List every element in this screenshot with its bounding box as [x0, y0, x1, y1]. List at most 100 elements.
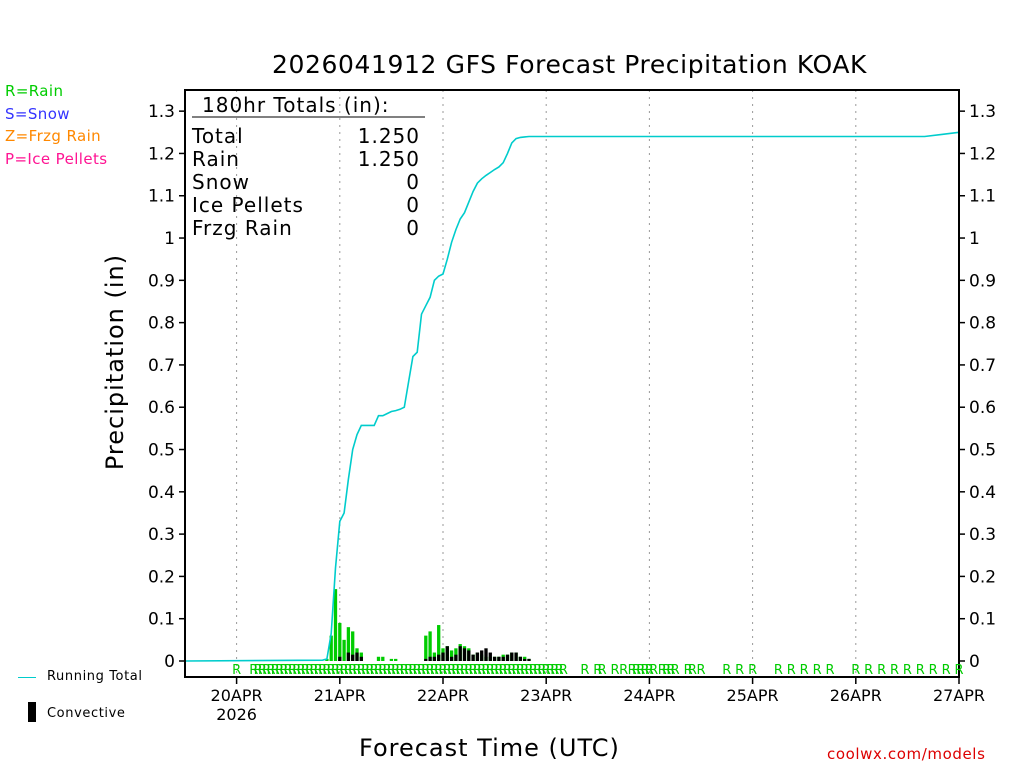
ptype-marker: R	[275, 663, 284, 678]
ptype-marker: R	[232, 663, 241, 678]
convective-bar	[492, 656, 497, 661]
ptype-marker: R	[430, 663, 439, 678]
ptype-marker: R	[417, 663, 426, 678]
convective-bar	[480, 650, 484, 661]
totals-value: 0	[406, 216, 420, 240]
legend-snow: S=Snow	[5, 104, 70, 123]
ptype-marker: R	[404, 663, 413, 678]
ptype-marker: R	[469, 663, 478, 678]
y-tick-label-left: 0.6	[148, 398, 175, 418]
ptype-marker: R	[344, 663, 353, 678]
ptype-marker: R	[262, 663, 271, 678]
convective-bar	[351, 654, 355, 661]
ptype-marker: R	[486, 663, 495, 678]
y-tick-label-left: 0.8	[148, 314, 175, 334]
totals-label: Frzg Rain	[192, 216, 293, 240]
y-tick-label-left: 1.2	[148, 144, 175, 164]
convective-bar	[527, 658, 531, 661]
totals-table: Total 1.250 Rain 1.250 Snow 0 Ice Pellet…	[192, 124, 420, 240]
convective-bar	[475, 652, 480, 661]
convective-bar	[484, 648, 488, 661]
running-total-line-group	[184, 131, 960, 662]
ptype-marker: R	[451, 663, 460, 678]
ptype-marker: R	[395, 663, 404, 678]
precip-bar	[338, 622, 342, 661]
precip-bar	[346, 627, 351, 661]
totals-row-frzg-rain: Frzg Rain 0	[192, 216, 420, 240]
convective-bar	[424, 658, 428, 661]
convective-bar	[428, 656, 432, 661]
precip-bar	[424, 635, 428, 661]
ptype-marker: R	[352, 663, 361, 678]
ptype-marker: R	[327, 663, 336, 678]
precip-bar	[333, 589, 338, 661]
convective-bar	[462, 648, 467, 661]
totals-heading: 180hr Totals (in):	[202, 93, 390, 117]
ptype-marker: R	[391, 663, 400, 678]
y-tick-label-right: 0.4	[969, 483, 996, 503]
ptype-marker: R	[787, 663, 796, 678]
precip-bar	[454, 648, 458, 661]
convective-bar	[514, 652, 518, 661]
ptype-marker: R	[374, 663, 383, 678]
ptype-marker: R	[688, 663, 697, 678]
x-tick-label: 23APR	[520, 686, 572, 705]
y-tick-label-left: 1.3	[148, 102, 175, 122]
y-tick-label-left: 0.9	[148, 271, 175, 291]
convective-bar	[449, 656, 454, 661]
ptype-marker: R	[516, 663, 525, 678]
legend-running-total-label: Running Total	[47, 669, 143, 684]
x-tick-label: 20APR	[211, 686, 263, 705]
y-tick-label-left: 0.4	[148, 483, 175, 503]
y-tick-label-left: 1.1	[148, 187, 175, 207]
y-axis-label: Precipitation (in)	[101, 253, 129, 471]
precip-bars	[325, 589, 531, 661]
ptype-marker: R	[619, 663, 628, 678]
ptype-marker: R	[864, 663, 873, 678]
convective-bar	[454, 654, 458, 661]
totals-value: 0	[406, 170, 420, 194]
ptype-marker: R	[666, 663, 675, 678]
ptype-marker: R	[378, 663, 387, 678]
ptype-marker: R	[314, 663, 323, 678]
y-axis-ticks: 0 00.1 0.10.2 0.20.3 0.30.4 0.40.5 0.50.6 0.60.…	[148, 102, 996, 672]
convective-bar	[501, 656, 505, 661]
ptype-marker: R	[279, 663, 288, 678]
ptype-marker: R	[387, 663, 396, 678]
precip-bar	[437, 625, 441, 661]
convective-bar	[441, 652, 445, 661]
ptype-marker: R	[297, 663, 306, 678]
ptype-marker: R	[529, 663, 538, 678]
convective-bar	[510, 652, 514, 661]
ptype-marker: R	[503, 663, 512, 678]
ptype-marker: R	[813, 663, 822, 678]
ptype-marker: R	[524, 663, 533, 678]
ptype-marker: R	[434, 663, 443, 678]
ptype-marker: R	[443, 663, 452, 678]
legend-ice-pellets: P=Ice Pellets	[5, 149, 108, 168]
ptype-marker: R	[641, 663, 650, 678]
ptype-marker: R	[916, 663, 925, 678]
convective-bar	[338, 656, 342, 661]
ptype-marker: R	[696, 663, 705, 678]
ptype-marker: R	[546, 663, 555, 678]
ptype-marker: R	[365, 663, 374, 678]
ptype-marker: R	[348, 663, 357, 678]
ptype-marker: R	[447, 663, 456, 678]
ptype-marker: R	[309, 663, 318, 678]
ptype-marker: R	[533, 663, 542, 678]
ptype-marker: R	[331, 663, 340, 678]
ptype-marker: R	[512, 663, 521, 678]
convective-bar	[359, 656, 363, 661]
ptype-marker: R	[301, 663, 310, 678]
totals-label: Total	[192, 124, 244, 148]
y-tick-label-left: 0.2	[148, 567, 175, 587]
ptype-marker: R	[335, 663, 344, 678]
precip-type-legend: R=Rain S=Snow Z=Frzg Rain P=Ice Pellets	[5, 82, 107, 172]
convective-bar	[355, 652, 359, 661]
legend-rain: R=Rain	[5, 82, 64, 100]
ptype-marker: R	[464, 663, 473, 678]
convective-bar	[458, 646, 462, 661]
ptype-marker: R	[851, 663, 860, 678]
